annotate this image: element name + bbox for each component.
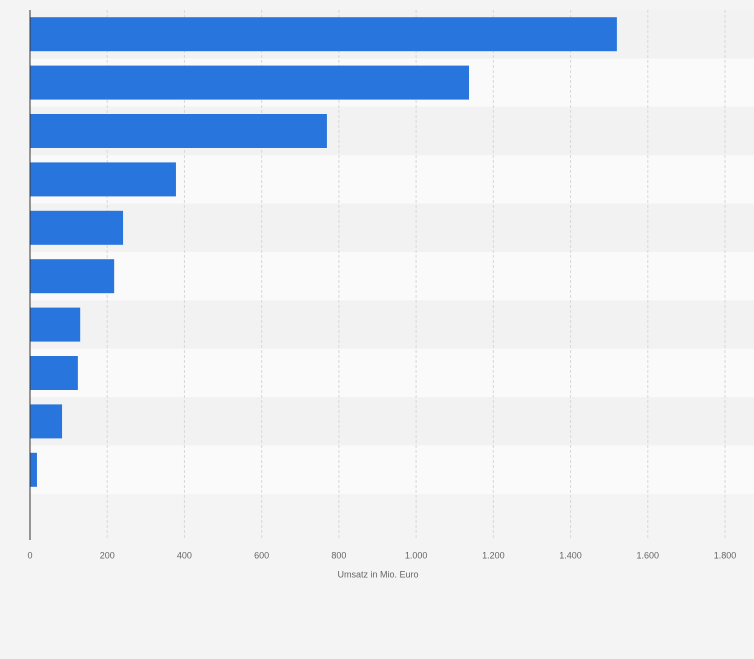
bar (30, 210, 124, 245)
bar (30, 259, 115, 294)
bar (30, 404, 63, 439)
row-band (30, 348, 754, 398)
bar (30, 356, 78, 390)
x-tick-label: 1.600 (637, 550, 660, 560)
x-tick-label: 1.800 (714, 550, 737, 560)
x-tick-label: 200 (100, 550, 115, 560)
bar (30, 17, 617, 52)
x-tick-label: 1.000 (405, 550, 428, 560)
x-tick-label: 600 (254, 550, 269, 560)
row-band (30, 203, 754, 252)
x-axis-title: Umsatz in Mio. Euro (337, 569, 418, 579)
bar (30, 65, 470, 100)
bar (30, 307, 81, 342)
x-tick-label: 400 (177, 550, 192, 560)
x-tick-label: 0 (27, 550, 32, 560)
row-band (30, 300, 754, 349)
x-tick-label: 1.400 (559, 550, 582, 560)
x-tick-label: 1.200 (482, 550, 505, 560)
bar (30, 452, 37, 487)
bar (30, 114, 327, 148)
row-band (30, 445, 754, 494)
x-tick-label: 800 (331, 550, 346, 560)
row-band (30, 397, 754, 446)
row-band (30, 252, 754, 301)
bar (30, 162, 176, 197)
